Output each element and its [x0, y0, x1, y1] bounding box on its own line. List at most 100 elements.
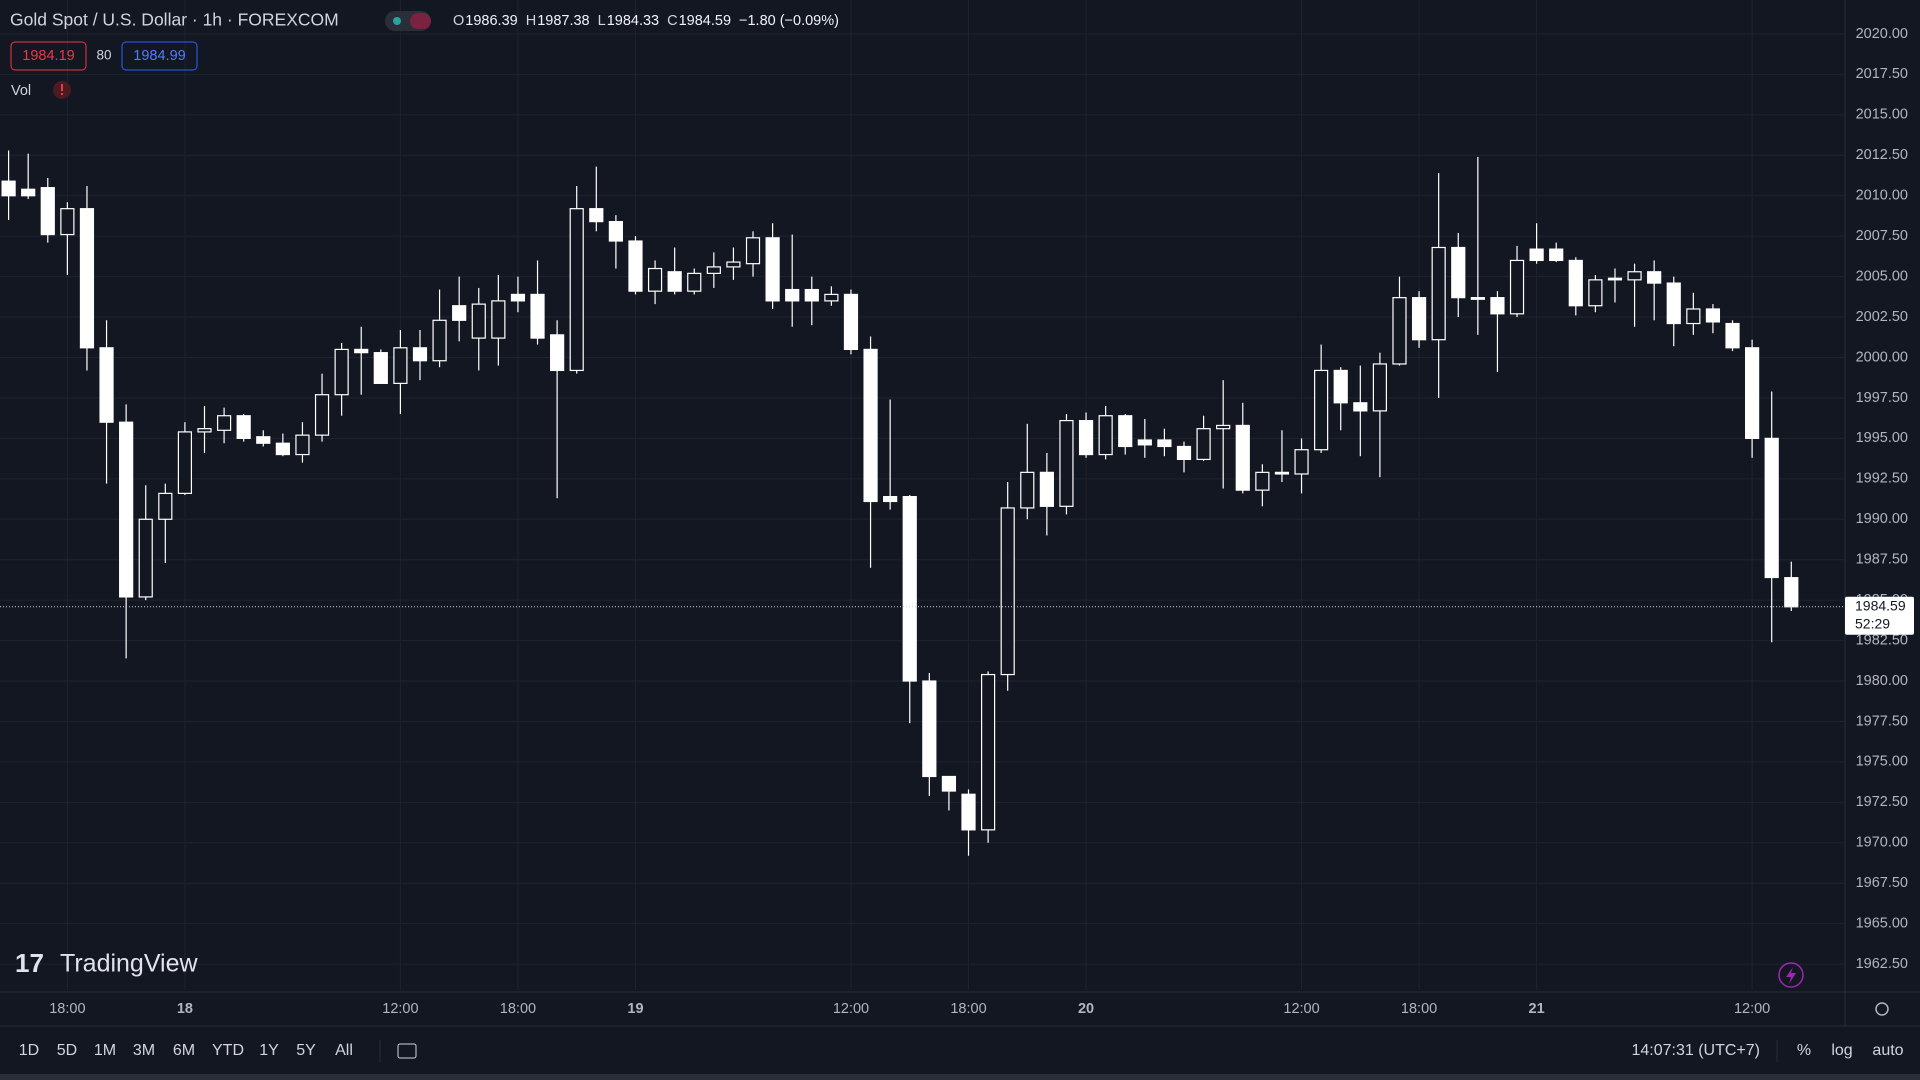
- countdown: 52:29: [1855, 615, 1890, 631]
- candle-body: [980, 673, 996, 831]
- candle-body: [138, 518, 153, 598]
- candle-body: [1000, 507, 1015, 676]
- volume-indicator[interactable]: Vol: [11, 83, 31, 99]
- y-tick-label: 1967.50: [1856, 875, 1908, 891]
- candle-body: [1529, 248, 1544, 262]
- logo-mark[interactable]: 17: [15, 948, 44, 978]
- candle-body: [60, 208, 75, 236]
- y-tick-label: 2015.00: [1856, 107, 1908, 123]
- range-button[interactable]: All: [335, 1042, 353, 1059]
- candle-body: [1294, 449, 1309, 475]
- y-tick-label: 1970.00: [1856, 835, 1908, 851]
- candle-body: [452, 305, 467, 321]
- range-button[interactable]: 5Y: [296, 1042, 316, 1059]
- y-tick-label: 2010.00: [1856, 188, 1908, 204]
- range-button[interactable]: 3M: [133, 1042, 155, 1059]
- candle-body: [687, 272, 702, 292]
- logo-text[interactable]: TradingView: [60, 950, 199, 978]
- candle-body: [647, 267, 663, 292]
- y-tick-label: 2020.00: [1856, 26, 1908, 42]
- x-tick-label: 18:00: [49, 1001, 85, 1017]
- candle-body: [883, 496, 898, 503]
- ohlc-value: 1987.38: [537, 13, 589, 29]
- range-button[interactable]: 6M: [173, 1042, 195, 1059]
- candle-body: [1137, 439, 1152, 446]
- candle-body: [530, 293, 545, 339]
- candle-body: [1118, 415, 1133, 448]
- candles: [0, 150, 1845, 856]
- candle-body: [256, 436, 271, 444]
- candle-body: [373, 352, 388, 384]
- candle-body: [412, 347, 428, 362]
- buy-price[interactable]: 1984.99: [133, 48, 185, 64]
- candle-body: [1, 180, 16, 197]
- range-button[interactable]: 1Y: [259, 1042, 279, 1059]
- candle-body: [354, 348, 369, 354]
- sell-box[interactable]: [10, 41, 87, 71]
- range-button[interactable]: 1D: [19, 1042, 39, 1059]
- y-tick-label: 1997.50: [1856, 390, 1908, 406]
- ohlc-value: 1986.39: [465, 13, 517, 29]
- candle-body: [471, 303, 486, 339]
- candle-body: [393, 347, 408, 384]
- date-range-button[interactable]: [397, 1043, 417, 1059]
- x-tick-label: 18:00: [950, 1001, 986, 1017]
- candle-body: [1764, 437, 1779, 579]
- y-tick-label: 1995.00: [1856, 430, 1908, 446]
- buy-box[interactable]: [121, 41, 198, 71]
- candle-body: [1255, 471, 1270, 491]
- candle-body: [491, 300, 506, 339]
- warning-dot: [61, 93, 63, 95]
- last-price-label: 1984.59: [1855, 597, 1906, 613]
- y-tick-label: 1962.50: [1856, 956, 1908, 972]
- range-button[interactable]: YTD: [212, 1042, 244, 1059]
- x-tick-label: 21: [1529, 1001, 1545, 1017]
- candle-body: [941, 775, 957, 792]
- last-price-tag: [1845, 596, 1914, 635]
- candle-body: [275, 442, 290, 456]
- y-tick-label: 1977.50: [1856, 713, 1908, 729]
- x-tick-label: 18: [177, 1001, 193, 1017]
- candle-body: [1686, 308, 1701, 325]
- range-button[interactable]: 1M: [94, 1042, 116, 1059]
- scale-option[interactable]: auto: [1872, 1042, 1903, 1059]
- scale-option[interactable]: log: [1831, 1042, 1852, 1059]
- symbol-title[interactable]: Gold Spot / U.S. Dollar · 1h · FOREXCOM: [10, 10, 339, 30]
- candle-body: [1509, 259, 1525, 315]
- y-tick-label: 1975.00: [1856, 754, 1908, 770]
- scale-option[interactable]: %: [1797, 1042, 1811, 1059]
- candle-body: [119, 421, 134, 598]
- candle-body: [1274, 471, 1290, 475]
- settings-button[interactable]: [1875, 1002, 1889, 1016]
- candle-body: [1784, 577, 1799, 608]
- candle-body: [1314, 369, 1329, 451]
- y-tick-label: 2017.50: [1856, 66, 1908, 82]
- x-tick-label: 18:00: [1401, 1001, 1437, 1017]
- candle-body: [1353, 402, 1368, 412]
- candle-body: [1392, 297, 1407, 365]
- candle-body: [314, 394, 330, 436]
- ohlc-value: 1984.33: [607, 13, 659, 29]
- candle-body: [197, 428, 212, 433]
- sell-price[interactable]: 1984.19: [22, 48, 74, 64]
- status-icon: [410, 13, 431, 29]
- grid: [0, 0, 1845, 990]
- y-tick-label: 1980.00: [1856, 673, 1908, 689]
- clock[interactable]: 14:07:31 (UTC+7): [1631, 1042, 1760, 1059]
- candle-body: [1196, 428, 1211, 461]
- candle-body: [1020, 471, 1035, 509]
- candle-body: [550, 334, 565, 372]
- range-button[interactable]: 5D: [57, 1042, 77, 1059]
- x-tick-label: 12:00: [1734, 1001, 1770, 1017]
- candle-body: [1176, 445, 1192, 461]
- warning-mark: [61, 84, 63, 91]
- lightning-button[interactable]: [1778, 962, 1804, 988]
- y-tick-label: 1982.50: [1856, 632, 1908, 648]
- candle-body: [863, 348, 878, 503]
- candle-body: [902, 496, 917, 682]
- ohlc-label: O: [453, 13, 464, 29]
- candle-body: [1470, 297, 1485, 300]
- bottom-strip: [0, 1074, 1920, 1080]
- x-tick-label: 19: [627, 1001, 643, 1017]
